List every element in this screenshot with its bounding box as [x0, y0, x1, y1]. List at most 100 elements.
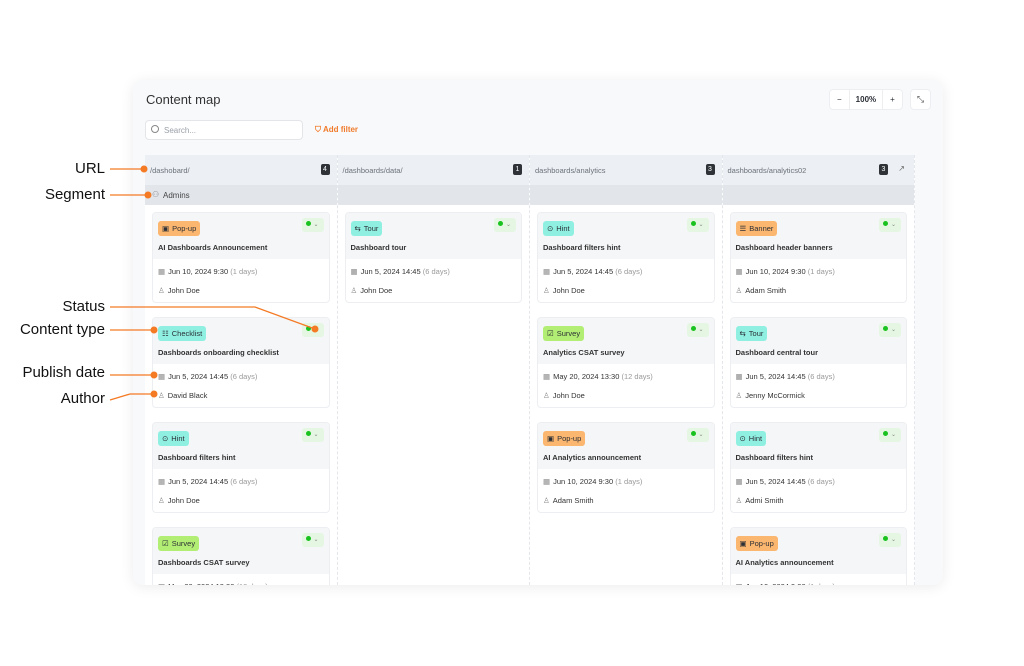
- relative-date: (6 days): [807, 477, 835, 486]
- date-value: Jun 5, 2024 14:45: [360, 267, 421, 276]
- content-map-panel: Content map Search... ⛉ Add filter − 100…: [133, 80, 943, 585]
- author: ♙ Adam Smith: [735, 286, 902, 302]
- status-dot: [690, 431, 696, 436]
- segment-label: Admins: [163, 191, 190, 200]
- annotation-content-type: Content type: [19, 321, 105, 338]
- author: ♙ John Doe: [543, 286, 709, 302]
- calendar-icon: ▦: [543, 477, 551, 486]
- content-type-tag: ▣ Pop-up: [158, 221, 201, 236]
- status-dot: [305, 221, 311, 226]
- author-name: Admi Smith: [745, 496, 784, 505]
- content-card[interactable]: ▣Pop-up ⌄ AI Analytics announcement ▦Jun…: [729, 527, 907, 585]
- status-dropdown[interactable]: ⌄: [879, 533, 901, 547]
- author: ♙ John Doe: [158, 496, 324, 512]
- content-card[interactable]: ⊙ Hint ⌄ Dashboard filters hint ▦ Jun 5, 2…: [152, 422, 330, 513]
- content-type-label: Tour: [363, 224, 379, 233]
- url-header[interactable]: /dashobard/ 4: [145, 155, 337, 185]
- card-title: Dashboard tour: [350, 243, 407, 252]
- content-type-label: Hint: [556, 224, 570, 233]
- content-card[interactable]: ☷Checklist ⌄ Dashboards onboarding check…: [152, 317, 330, 408]
- relative-date: (6 days): [230, 477, 258, 486]
- content-card[interactable]: ⇆ Tour ⌄ Dashboard tour ▦ Jun 5, 2024 14:4…: [344, 212, 522, 303]
- calendar-icon: ▦: [736, 582, 743, 585]
- calendar-icon: ▦: [158, 267, 166, 276]
- count-badge: 3: [879, 164, 888, 175]
- user-icon: ♙: [158, 286, 165, 295]
- status-dropdown[interactable]: ⌄: [686, 218, 709, 232]
- relative-date: (6 days): [807, 372, 835, 381]
- publish-date: ▦ Jun 5, 2024 14:45 (6 days): [543, 267, 709, 286]
- content-type-icon: ⊙: [162, 434, 169, 443]
- content-card[interactable]: ▣Pop-up ⌄ AI Analytics announcement ▦Jun…: [537, 422, 715, 513]
- status-dropdown[interactable]: ⌄: [301, 533, 324, 547]
- zoom-out-button[interactable]: −: [837, 95, 842, 104]
- content-type-icon: ☑: [162, 539, 169, 548]
- url-column: dashboards/analytics 3 ⊙ Hint ⌄ Dashboard…: [530, 155, 723, 585]
- publish-date: ▦Jun 10, 2024 9:30 (1 days): [736, 582, 902, 585]
- fit-screen-button[interactable]: ⤡: [910, 89, 931, 110]
- status-dot: [690, 326, 696, 331]
- status-dropdown[interactable]: ⌄: [301, 218, 324, 232]
- url-header[interactable]: dashboards/analytics 3: [530, 155, 722, 185]
- card-title: Dashboard header banners: [735, 243, 833, 252]
- content-type-tag: ☰ Banner: [735, 221, 778, 236]
- calendar-icon: ▦: [543, 372, 551, 381]
- card-title: Dashboards onboarding checklist: [158, 348, 279, 357]
- status-dropdown[interactable]: ⌄: [686, 323, 709, 337]
- filter-icon: ⛉: [315, 125, 323, 134]
- count-badge: 3: [705, 164, 715, 175]
- card-title: AI Dashboards Announcement: [158, 243, 268, 252]
- publish-date: ▦ Jun 5, 2024 14:45 (6 days): [351, 267, 517, 286]
- chevron-down-icon: ⌄: [506, 222, 512, 228]
- content-card[interactable]: ⊙ Hint ⌄ Dashboard filters hint ▦ Jun 5, 2…: [729, 422, 907, 513]
- publish-date-marker: [150, 371, 158, 379]
- content-card[interactable]: ⊙ Hint ⌄ Dashboard filters hint ▦ Jun 5, 2…: [537, 212, 715, 303]
- chevron-down-icon: ⌄: [891, 432, 897, 438]
- content-type-label: Tour: [748, 329, 764, 338]
- card-title: AI Analytics announcement: [543, 453, 642, 462]
- content-type-tag: ⇆ Tour: [350, 221, 383, 236]
- relative-date: (12 days): [237, 582, 268, 585]
- date-value: Jun 5, 2024 14:45: [745, 477, 806, 486]
- external-link-icon[interactable]: ↗: [898, 164, 905, 173]
- content-type-marker: [150, 326, 158, 334]
- card-title: Analytics CSAT survey: [543, 348, 625, 357]
- content-type-icon: ▣: [162, 224, 170, 233]
- content-type-label: Survey: [171, 539, 196, 548]
- url-label: dashboards/analytics: [535, 166, 606, 175]
- status-dropdown[interactable]: ⌄: [686, 428, 709, 442]
- calendar-icon: ▦: [735, 477, 743, 486]
- status-dropdown[interactable]: ⌄: [494, 218, 516, 232]
- content-card[interactable]: ☰ Banner ⌄ Dashboard header banners ▦ Jun …: [729, 212, 907, 303]
- author-name: John Doe: [167, 496, 200, 505]
- content-card[interactable]: ▣ Pop-up ⌄ AI Dashboards Announcement ▦ Ju…: [152, 212, 330, 303]
- content-type-label: Checklist: [171, 329, 203, 338]
- content-type-label: Pop-up: [172, 224, 197, 233]
- zoom-in-button[interactable]: +: [890, 95, 895, 104]
- content-card[interactable]: ⇆ Tour ⌄ Dashboard central tour ▦ Jun 5, 2…: [729, 317, 907, 408]
- user-icon: ♙: [543, 286, 550, 295]
- search-input[interactable]: Search...: [145, 120, 303, 140]
- author: ♙ John Doe: [351, 286, 517, 302]
- content-type-tag: ⊙ Hint: [543, 221, 574, 236]
- status-dropdown[interactable]: ⌄: [879, 323, 901, 337]
- chevron-down-icon: ⌄: [313, 432, 319, 438]
- content-card[interactable]: ☑ Survey ⌄ Analytics CSAT survey ▦ May 20,…: [537, 317, 715, 408]
- user-icon: ♙: [735, 286, 743, 295]
- date-value: Jun 5, 2024 14:45: [168, 372, 229, 381]
- annotation-publish-date: Publish date: [22, 364, 105, 381]
- status-dropdown[interactable]: ⌄: [879, 218, 901, 232]
- annotation-status: Status: [62, 298, 105, 315]
- url-header[interactable]: /dashboards/data/ 1: [337, 155, 529, 185]
- chevron-down-icon: ⌄: [891, 327, 897, 333]
- date-value: Jun 10, 2024 9:30: [168, 267, 229, 276]
- status-dropdown[interactable]: ⌄: [301, 428, 324, 442]
- publish-date: ▦Jun 10, 2024 9:30 (1 days): [543, 477, 709, 496]
- status-dropdown[interactable]: ⌄: [879, 428, 901, 442]
- add-filter-button[interactable]: ⛉ Add filter: [315, 125, 358, 135]
- status-dot: [498, 221, 503, 226]
- content-card[interactable]: ☑Survey ⌄ Dashboards CSAT survey ▦May 20…: [152, 527, 330, 585]
- url-header[interactable]: dashboards/analytics02 3 ↗: [722, 155, 914, 185]
- segment-row: [337, 185, 529, 205]
- segment-row: [530, 185, 722, 205]
